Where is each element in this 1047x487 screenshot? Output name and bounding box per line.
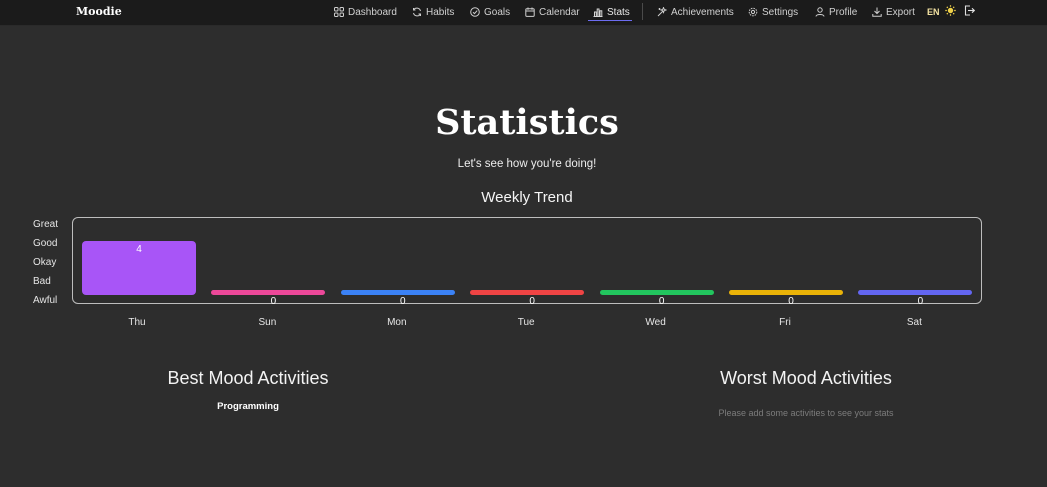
chart-data-label: 0 [400, 296, 406, 307]
nav-stats-label: Stats [607, 6, 630, 18]
nav-profile[interactable]: Profile [815, 4, 857, 20]
y-tick-label: Awful [33, 295, 58, 306]
x-tick-label: Sat [906, 317, 922, 328]
habits-icon [413, 7, 421, 17]
nav-export[interactable]: Export [872, 4, 915, 20]
x-tick-label: Tue [517, 317, 535, 328]
calendar-icon [525, 7, 535, 17]
x-tick-label: Wed [645, 317, 666, 328]
settings-icon [748, 7, 758, 17]
x-tick-label: Thu [128, 317, 146, 328]
best-activity-item: Programming [217, 401, 279, 412]
nav-dashboard-label: Dashboard [348, 6, 397, 18]
best-activities-title: Best Mood Activities [167, 368, 329, 388]
chart-plot-area: 4 0 0 0 0 0 0 [72, 217, 982, 307]
profile-icon [815, 7, 825, 17]
nav-settings[interactable]: Settings [748, 4, 798, 20]
brand-logo[interactable]: Moodie [76, 5, 122, 18]
worst-activities-title: Worst Mood Activities [720, 368, 892, 388]
chart-data-label: 0 [788, 296, 794, 307]
chart-bar [211, 290, 326, 295]
nav-export-label: Export [886, 6, 915, 18]
y-tick-label: Great [33, 219, 59, 230]
nav-habits[interactable]: Habits [412, 4, 454, 20]
x-tick-label: Sun [258, 317, 277, 328]
language-switch[interactable]: EN [927, 7, 940, 17]
page-subtitle: Let's see how you're doing! [457, 158, 597, 170]
chart-bar [729, 290, 843, 295]
logout-icon[interactable] [964, 5, 975, 16]
chart-data-label: 0 [270, 296, 277, 307]
x-tick-label: Mon [387, 317, 407, 328]
chart-bar [82, 241, 196, 295]
chart-data-label: 0 [529, 296, 535, 307]
x-tick-label: Fri [779, 317, 791, 328]
chart-data-label: 0 [658, 296, 665, 307]
nav-goals[interactable]: Goals [470, 4, 510, 20]
export-icon [872, 7, 882, 17]
top-nav: Moodie Dashboard Habits Goals Calendar S… [0, 0, 1047, 26]
goals-icon [470, 7, 480, 17]
nav-habits-label: Habits [426, 6, 455, 18]
dashboard-icon [334, 7, 344, 17]
nav-dashboard[interactable]: Dashboard [334, 4, 397, 20]
chart-data-label: 0 [917, 296, 924, 307]
stats-icon [593, 8, 603, 17]
chart-bar [470, 290, 585, 295]
chart-bar [858, 290, 973, 295]
chart-title: Weekly Trend [481, 189, 573, 206]
nav-calendar-label: Calendar [539, 6, 580, 18]
nav-calendar[interactable]: Calendar [525, 4, 580, 20]
nav-profile-label: Profile [829, 6, 858, 18]
y-tick-label: Good [33, 238, 58, 249]
nav-settings-label: Settings [762, 6, 799, 18]
nav-stats[interactable]: Stats [593, 4, 630, 20]
sun-icon[interactable] [945, 5, 956, 16]
y-tick-label: Bad [33, 276, 51, 287]
chart-data-label: 4 [136, 244, 142, 255]
nav-divider [642, 3, 643, 20]
chart-bar [340, 290, 455, 295]
active-tab-indicator [588, 20, 632, 21]
nav-achievements[interactable]: Achievements [657, 4, 734, 20]
page-title: Statistics [435, 102, 619, 143]
y-tick-label: Okay [33, 257, 57, 268]
nav-goals-label: Goals [484, 6, 511, 18]
nav-achievements-label: Achievements [671, 6, 734, 18]
achievements-icon [657, 7, 667, 17]
chart-bar [599, 290, 714, 295]
worst-activities-empty-message: Please add some activities to see your s… [718, 408, 894, 418]
